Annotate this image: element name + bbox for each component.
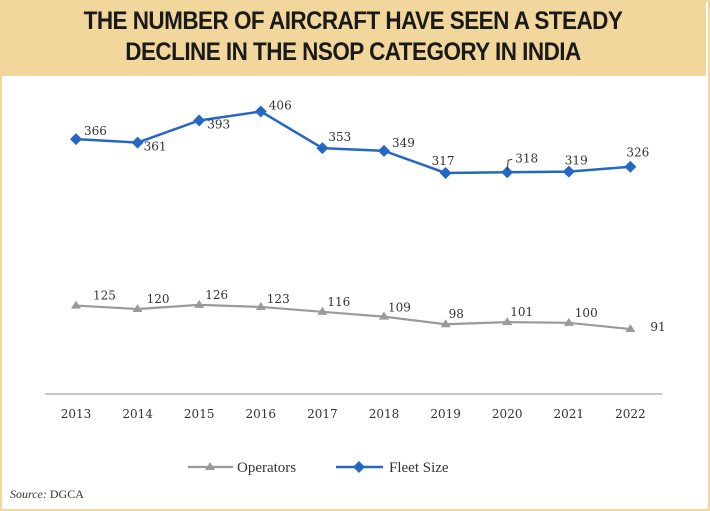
data-point-triangle: [194, 299, 205, 308]
data-point-triangle: [255, 301, 266, 310]
x-tick-label: 2014: [122, 407, 153, 421]
data-point-triangle: [132, 304, 143, 313]
data-point-diamond: [131, 136, 144, 149]
data-point-diamond: [70, 133, 82, 146]
data-label: 393: [207, 117, 230, 131]
data-point-diamond: [501, 166, 514, 179]
data-label: 109: [388, 301, 411, 315]
data-point-triangle: [71, 300, 81, 309]
series-line: [75, 110, 631, 175]
diamond-marker-icon: [353, 461, 365, 473]
data-label: 319: [565, 154, 588, 168]
x-tick-label: 2018: [369, 407, 400, 421]
data-point-diamond: [193, 114, 206, 127]
data-label: 101: [510, 305, 533, 319]
x-tick-label: 2017: [307, 407, 338, 421]
data-point-diamond: [439, 166, 452, 179]
data-label: 125: [93, 289, 116, 303]
data-label: 361: [144, 140, 167, 154]
legend-label: Operators: [237, 460, 296, 476]
data-label: 123: [267, 292, 290, 306]
x-tick-label: 2021: [554, 407, 585, 421]
data-label: 353: [328, 130, 351, 144]
data-label: 91: [650, 320, 665, 334]
source-label: Source:: [10, 487, 47, 501]
data-label: 100: [575, 306, 598, 320]
data-point-triangle: [440, 319, 451, 328]
series-line: [75, 303, 631, 331]
x-tick-label: 2016: [246, 407, 277, 421]
x-tick-label: 2022: [615, 407, 646, 421]
series-fleet-size: 366 361 393 406 353 349 317 318 319 326: [70, 98, 649, 179]
data-label: 366: [84, 124, 107, 138]
data-point-triangle: [317, 306, 328, 315]
legend: Operators Fleet Size: [188, 460, 449, 476]
x-tick-labels: 2013 2014 2015 2016 2017 2018 2019 2020 2021 2022: [61, 407, 646, 421]
data-label: 120: [147, 292, 170, 306]
data-point-diamond: [562, 165, 575, 178]
x-tick-label: 2015: [184, 407, 215, 421]
data-point-triangle: [502, 317, 513, 326]
chart-title: THE NUMBER OF AIRCRAFT HAVE SEEN A STEAD…: [35, 6, 670, 68]
data-point-triangle: [563, 317, 574, 326]
data-label: 98: [449, 307, 464, 321]
triangle-marker-icon: [205, 462, 215, 470]
data-point-triangle: [379, 311, 389, 320]
title-line-1: THE NUMBER OF AIRCRAFT HAVE SEEN A STEAD…: [83, 7, 623, 35]
x-tick-label: 2020: [492, 407, 523, 421]
data-point-diamond: [254, 105, 267, 118]
data-label: 349: [392, 136, 415, 150]
data-point-diamond: [624, 160, 637, 173]
data-label: 317: [432, 154, 455, 168]
title-banner: THE NUMBER OF AIRCRAFT HAVE SEEN A STEAD…: [0, 0, 706, 76]
data-point-triangle: [625, 324, 636, 333]
data-label: 406: [269, 98, 292, 112]
leader-line: [506, 158, 513, 171]
legend-label: Fleet Size: [389, 460, 449, 476]
data-label: 116: [327, 295, 350, 309]
x-tick-label: 2013: [61, 407, 92, 421]
source-value: DGCA: [49, 487, 84, 501]
series-operators: 125 120 126 123 116 109 98 101 100 91: [71, 288, 666, 334]
data-point-diamond: [378, 144, 390, 157]
source-note: Source: DGCA: [10, 487, 84, 502]
data-label: 318: [515, 151, 538, 165]
legend-item-operators: Operators: [188, 460, 296, 476]
data-label: 126: [205, 288, 228, 302]
data-point-diamond: [316, 142, 329, 155]
x-tick-label: 2019: [430, 407, 461, 421]
series-group: 125 120 126 123 116 109 98 101 100 91 366 361 393 406…: [70, 98, 666, 334]
data-label: 326: [626, 146, 649, 160]
title-line-2: DECLINE IN THE NSOP CATEGORY IN INDIA: [125, 38, 581, 66]
legend-item-fleet-size: Fleet Size: [336, 460, 449, 476]
